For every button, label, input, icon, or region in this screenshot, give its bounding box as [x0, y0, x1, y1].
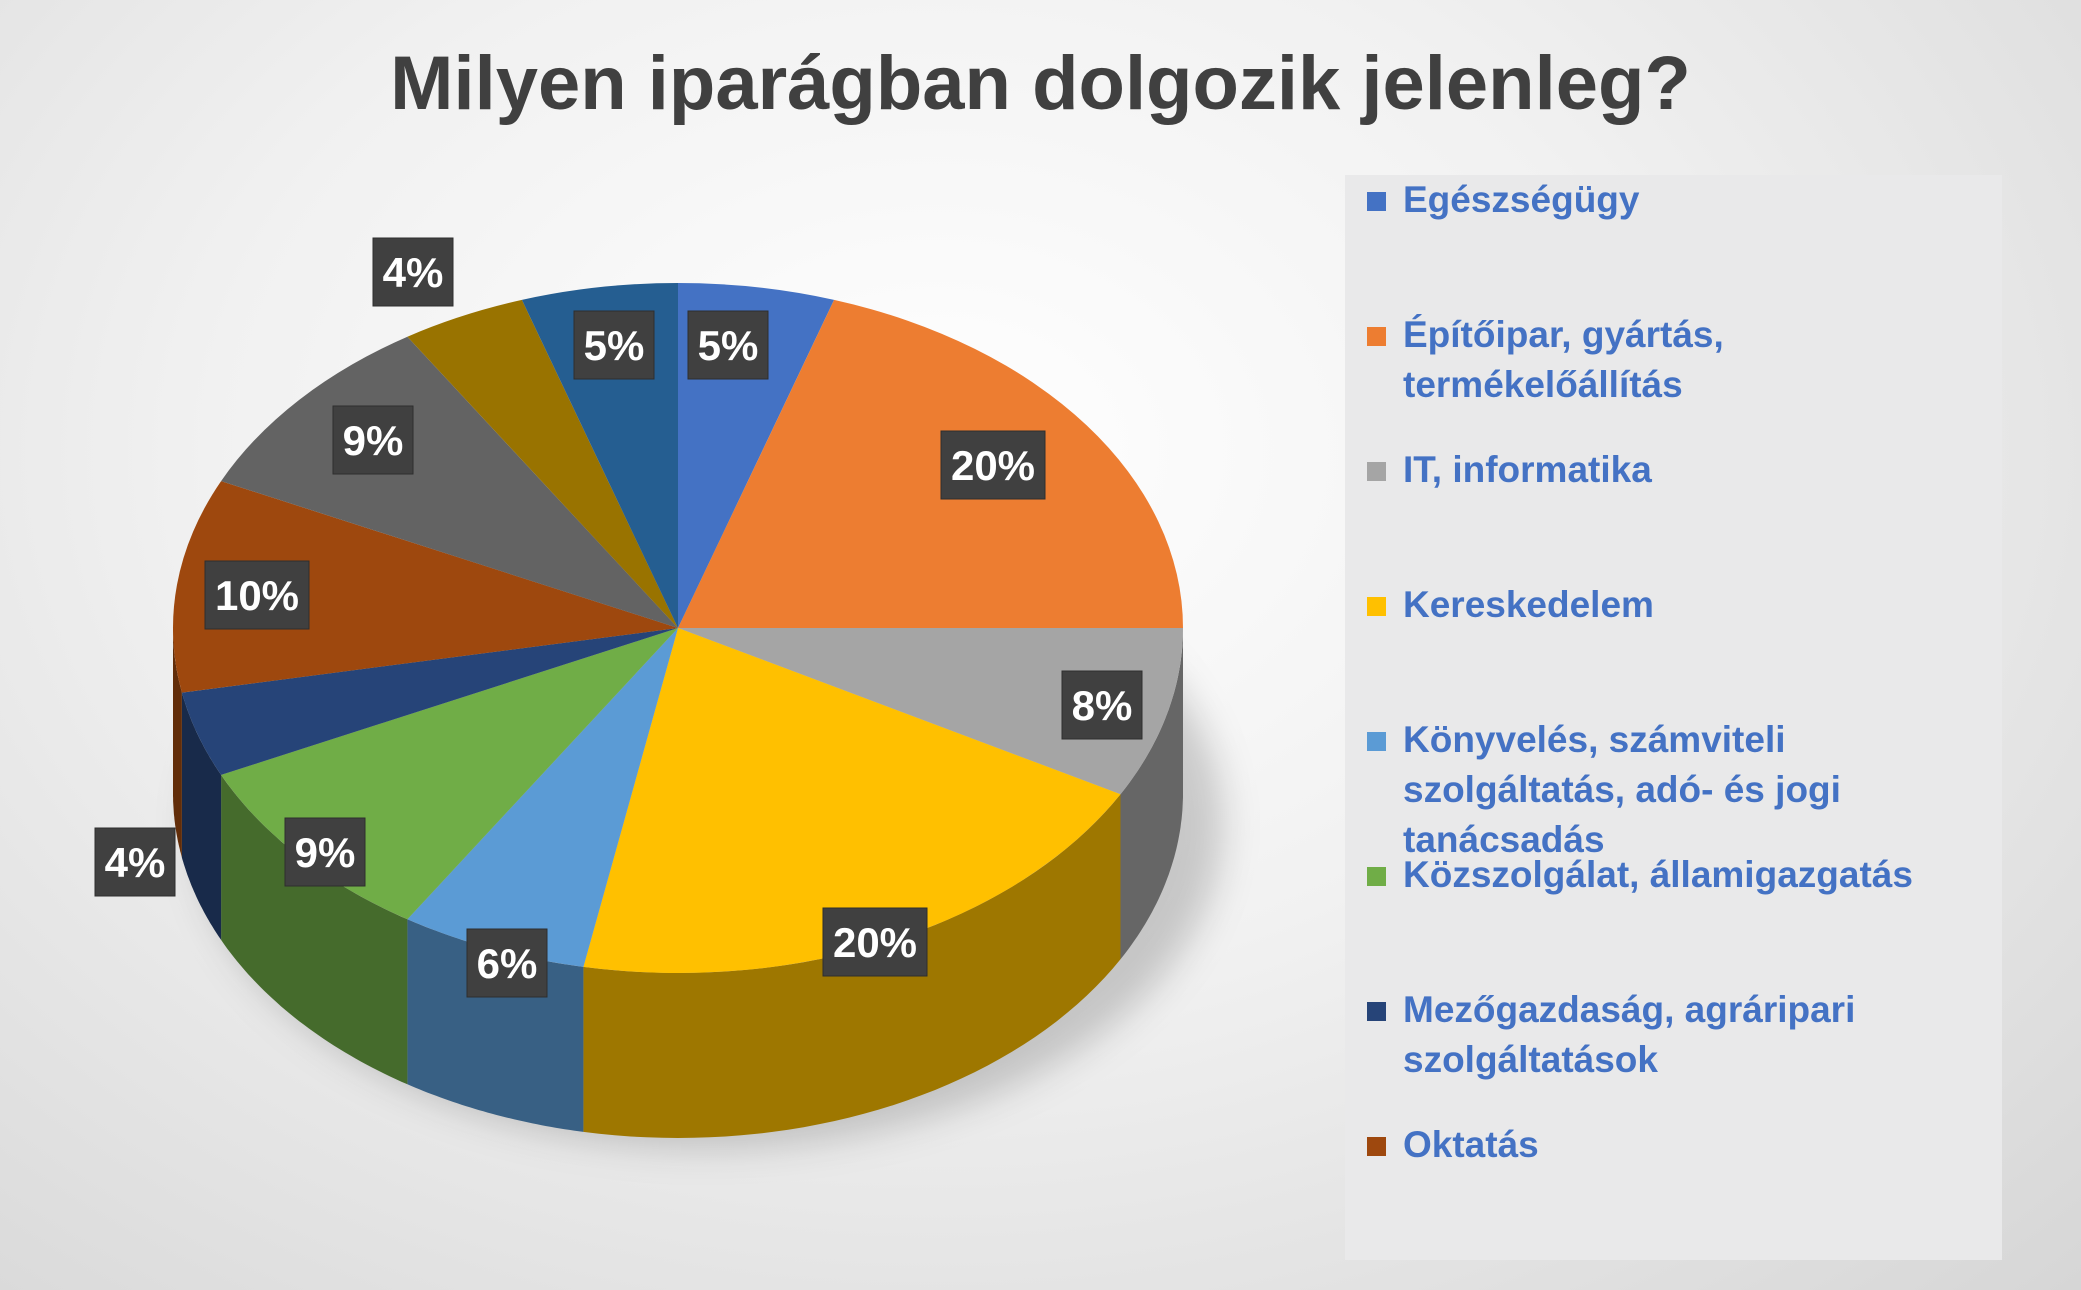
data-label-box — [332, 405, 414, 475]
pie-slice-side — [173, 628, 182, 858]
data-label-text: 10% — [215, 572, 299, 619]
legend-swatch — [1367, 462, 1386, 481]
pie-slice — [678, 299, 1183, 628]
data-label-box — [573, 310, 655, 380]
data-label: 5% — [687, 310, 769, 380]
data-label-box — [822, 907, 928, 977]
data-label-box — [466, 928, 548, 998]
legend-item: Kereskedelem — [1367, 580, 1987, 630]
data-label-text: 4% — [105, 839, 166, 886]
data-label-text: 9% — [295, 829, 356, 876]
data-label-text: 5% — [698, 322, 759, 369]
pie-slice — [172, 481, 678, 693]
legend-item: Könyvelés, számviteli szolgáltatás, adó-… — [1367, 715, 1987, 865]
data-label: 20% — [940, 430, 1046, 500]
data-label-box — [940, 430, 1046, 500]
legend-label: Közszolgálat, államigazgatás — [1403, 854, 1913, 895]
data-label: 8% — [1061, 670, 1143, 740]
legend-label: Építőipar, gyártás, termékelőállítás — [1403, 314, 1724, 405]
data-label: 6% — [466, 928, 548, 998]
legend-item: Építőipar, gyártás, termékelőállítás — [1367, 310, 1987, 410]
legend-swatch — [1367, 597, 1386, 616]
legend-label: Oktatás — [1403, 1124, 1539, 1165]
legend-swatch — [1367, 867, 1386, 886]
pie-slice-side — [181, 692, 222, 940]
legend-item: IT, informatika — [1367, 445, 1987, 495]
data-label-box — [284, 817, 366, 887]
data-label-text: 4% — [383, 249, 444, 296]
data-label: 9% — [284, 817, 366, 887]
data-label: 5% — [573, 310, 655, 380]
legend-swatch — [1367, 1002, 1386, 1021]
data-label: 10% — [204, 560, 310, 630]
pie-slice-side — [1120, 628, 1183, 960]
data-label: 20% — [822, 907, 928, 977]
data-label-box — [1061, 670, 1143, 740]
legend-label: IT, informatika — [1403, 449, 1652, 490]
legend-item: Mezőgazdaság, agráripari szolgáltatások — [1367, 985, 1987, 1085]
data-label-text: 8% — [1072, 682, 1133, 729]
legend-label: Kereskedelem — [1403, 584, 1654, 625]
data-label-box — [372, 237, 454, 307]
data-label: 9% — [332, 405, 414, 475]
pie-slice — [678, 628, 1183, 795]
pie-slice-side — [221, 774, 408, 1085]
data-label-box — [94, 827, 176, 897]
pie-slice — [407, 299, 678, 628]
legend-swatch — [1367, 732, 1386, 751]
data-label: 4% — [372, 237, 454, 307]
legend-swatch — [1367, 327, 1386, 346]
chart-title: Milyen iparágban dolgozik jelenleg? — [390, 41, 1691, 126]
legend-label: Könyvelés, számviteli szolgáltatás, adó-… — [1403, 719, 1841, 860]
pie-slice — [583, 628, 1121, 974]
legend-item: Oktatás — [1367, 1120, 1987, 1170]
legend-swatch — [1367, 192, 1386, 211]
legend: Egészségügy Építőipar, gyártás, termékelő… — [1345, 175, 2002, 1260]
data-label-box — [204, 560, 310, 630]
legend-swatch — [1367, 1137, 1386, 1156]
data-label-text: 20% — [833, 919, 917, 966]
data-label-text: 9% — [343, 417, 404, 464]
data-label-text: 6% — [477, 940, 538, 987]
legend-label: Mezőgazdaság, agráripari szolgáltatások — [1403, 989, 1856, 1080]
legend-item: Egészségügy — [1367, 175, 1987, 225]
legend-item: Közszolgálat, államigazgatás — [1367, 850, 1987, 900]
data-label-text: 5% — [584, 322, 645, 369]
pie-slice — [407, 628, 678, 967]
data-label-box — [687, 310, 769, 380]
data-label: 4% — [94, 827, 176, 897]
data-label-text: 20% — [951, 442, 1035, 489]
legend-label: Egészségügy — [1403, 179, 1640, 220]
pie-slice — [181, 628, 678, 775]
